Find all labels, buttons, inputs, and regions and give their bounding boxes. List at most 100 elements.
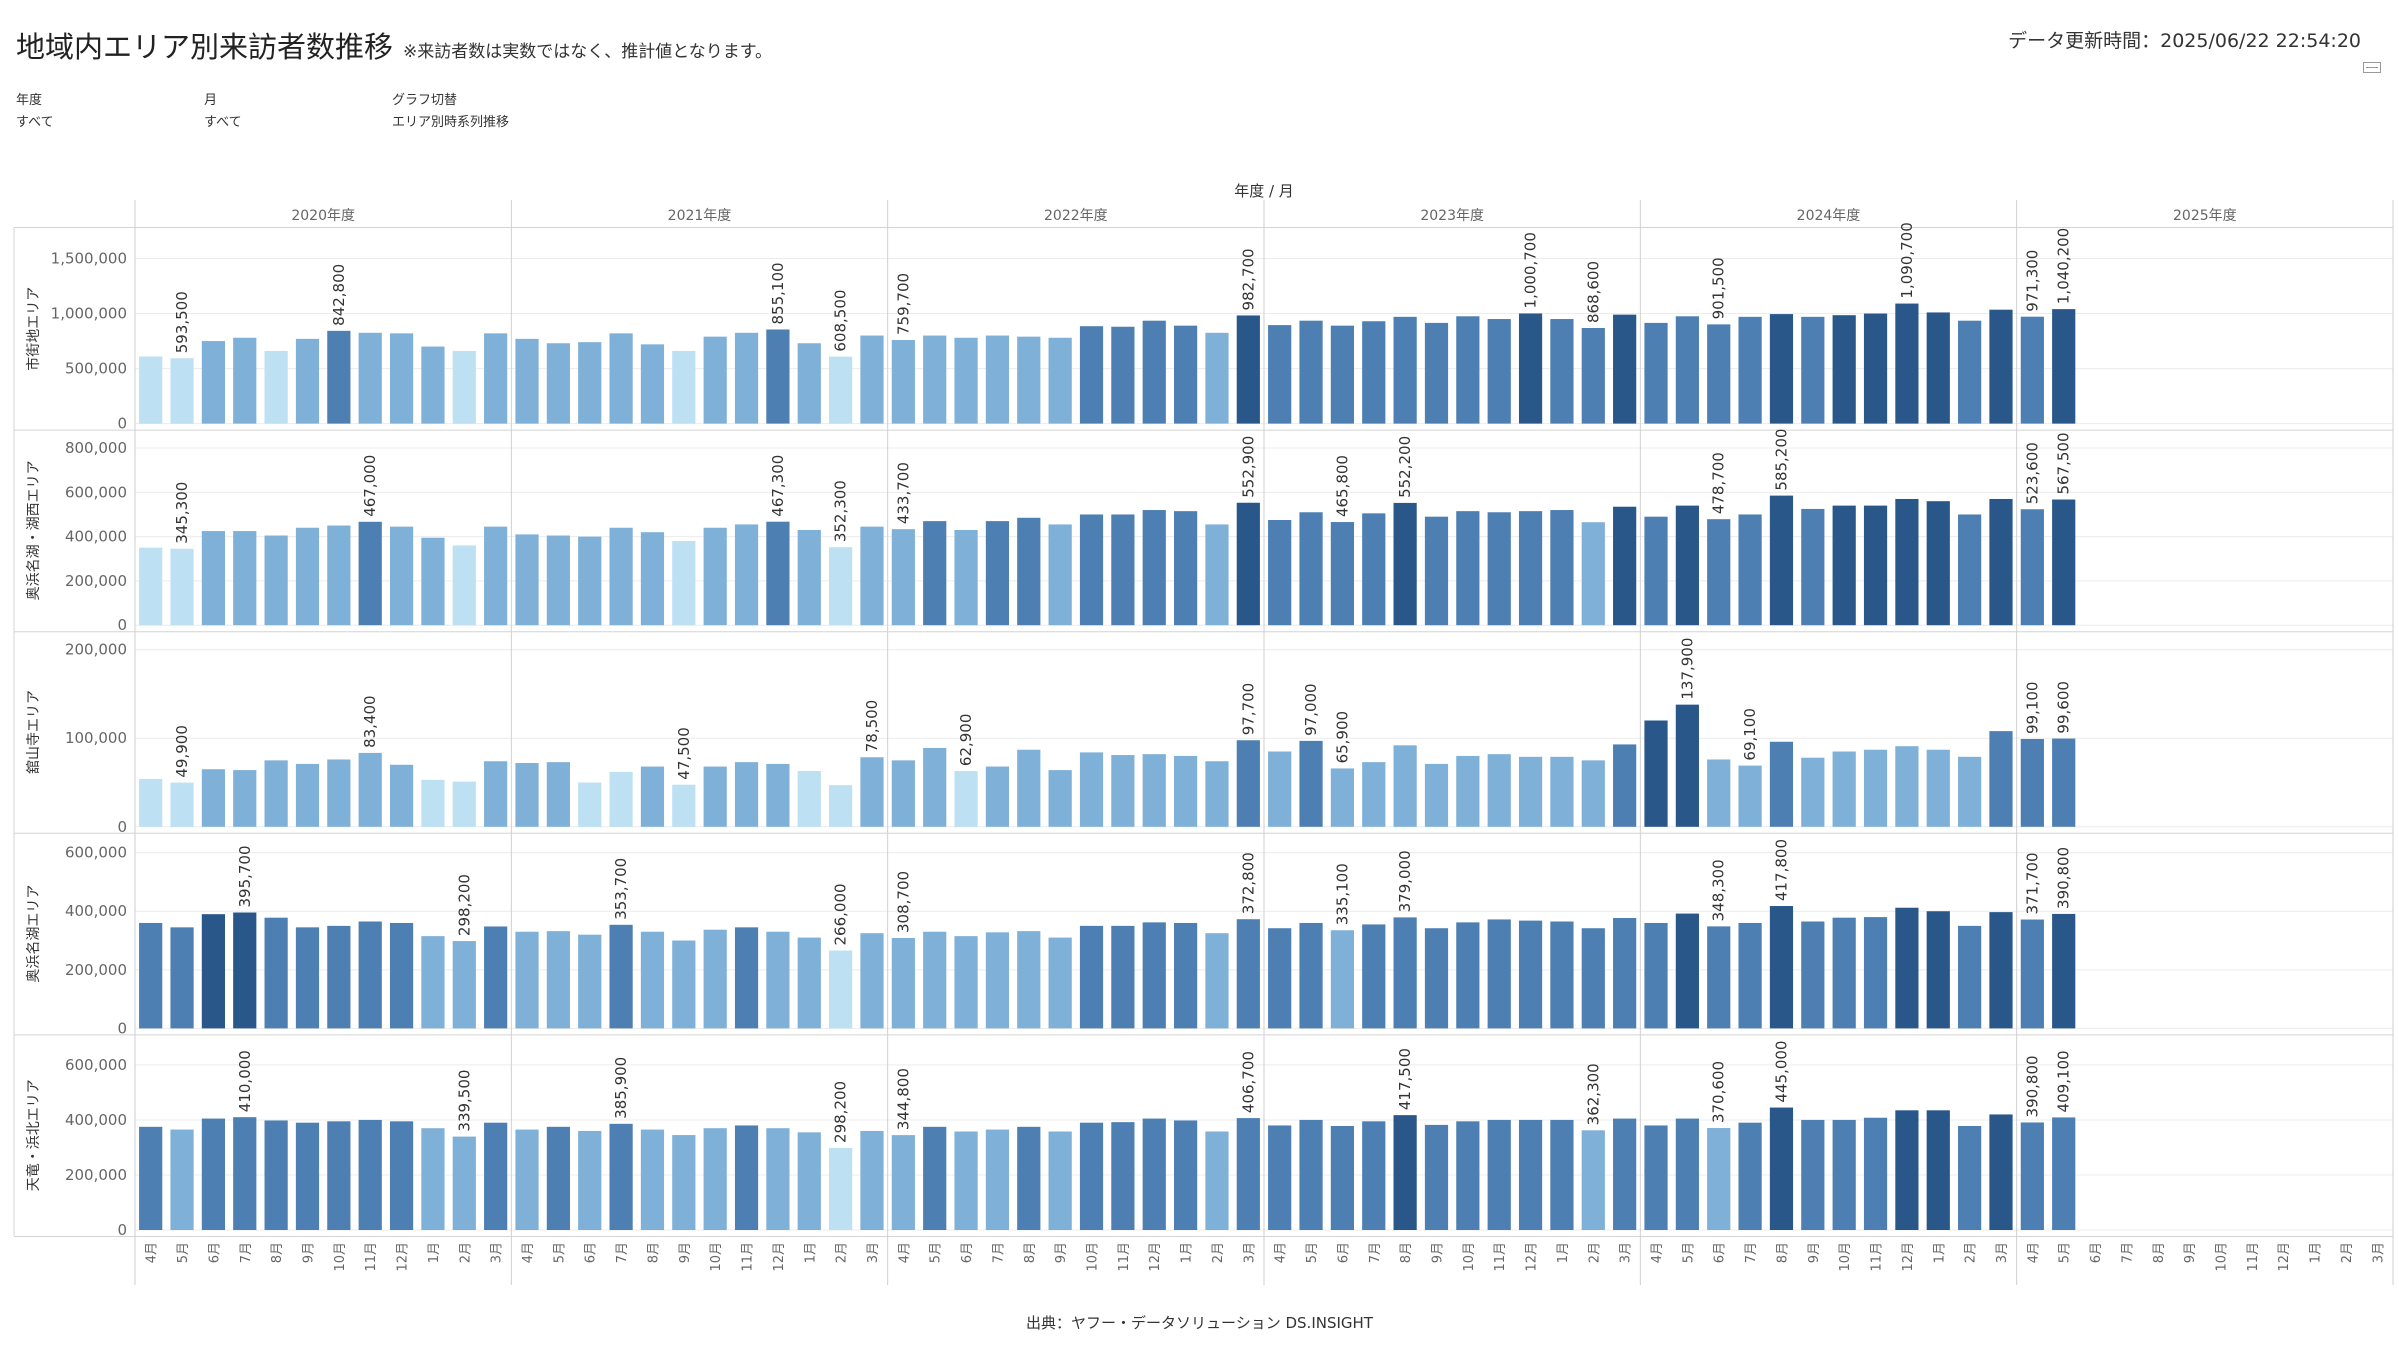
- bar: [1613, 744, 1637, 827]
- bar: [421, 936, 445, 1029]
- bar: [233, 531, 257, 626]
- bar-value-label: 353,700: [612, 858, 630, 920]
- bar: [358, 521, 382, 626]
- bar: [1832, 917, 1856, 1029]
- bar: [1456, 755, 1480, 827]
- bar: [1895, 303, 1919, 424]
- bar-value-label: 467,000: [361, 455, 379, 517]
- fiscal-year-label: 2021年度: [668, 208, 732, 224]
- bar: [703, 929, 727, 1029]
- bar: [2052, 1117, 2076, 1230]
- bar: [358, 1119, 382, 1230]
- month-tick-label: 12月: [1901, 1242, 1916, 1272]
- month-tick-label: 9月: [1054, 1242, 1069, 1263]
- data-updated-time: データ更新時間：2025/06/22 22:54:20: [2008, 30, 2361, 52]
- bar-value-label: 982,700: [1239, 248, 1257, 310]
- filter-month[interactable]: 月 すべて: [204, 90, 242, 134]
- bar: [766, 329, 790, 424]
- bar-value-label: 371,700: [2023, 852, 2041, 914]
- bar: [1017, 1126, 1041, 1230]
- filter-fiscal-year[interactable]: 年度 すべて: [16, 90, 54, 134]
- bar: [2052, 738, 2076, 827]
- bar: [1675, 505, 1699, 626]
- filter-month-label: 月: [204, 93, 218, 108]
- y-tick-label: 400,000: [65, 902, 127, 920]
- bar: [1958, 320, 1982, 424]
- bar: [578, 342, 602, 424]
- bar: [1550, 319, 1574, 424]
- bar-value-label: 97,000: [1302, 683, 1320, 736]
- month-tick-label: 11月: [741, 1242, 756, 1272]
- bar: [1048, 937, 1072, 1029]
- bar: [1111, 1122, 1135, 1230]
- menu-icon[interactable]: [2363, 62, 2381, 73]
- bar: [1017, 336, 1041, 424]
- bar: [1142, 510, 1166, 626]
- bar: [891, 339, 915, 424]
- bar: [1079, 326, 1104, 424]
- bar: [2052, 309, 2076, 424]
- bar: [1142, 320, 1166, 424]
- bar-value-label: 298,200: [455, 874, 473, 936]
- y-tick-label: 200,000: [65, 641, 127, 659]
- bar-value-label: 97,700: [1239, 683, 1257, 736]
- month-tick-label: 2月: [458, 1242, 473, 1263]
- bar: [703, 527, 727, 626]
- bar: [389, 333, 414, 424]
- bar: [264, 535, 288, 626]
- bar-value-label: 552,200: [1396, 436, 1414, 498]
- bar: [1048, 770, 1072, 827]
- bar-value-label: 78,500: [863, 700, 881, 753]
- bar-value-label: 417,800: [1772, 839, 1790, 901]
- bar: [1111, 514, 1135, 626]
- y-tick-label: 0: [117, 818, 127, 836]
- bar: [1362, 762, 1386, 827]
- bar-value-label: 344,800: [894, 1068, 912, 1130]
- bar: [1675, 704, 1699, 827]
- y-tick-label: 600,000: [65, 844, 127, 862]
- bar: [1707, 926, 1731, 1029]
- bar: [1205, 933, 1229, 1029]
- bar: [421, 346, 445, 424]
- bar: [797, 770, 821, 827]
- bar-value-label: 99,100: [2023, 682, 2041, 735]
- bar: [609, 527, 633, 626]
- bar: [358, 332, 382, 424]
- bar-value-label: 567,500: [2055, 432, 2073, 494]
- area-row-label: 奥浜名湖エリア: [25, 885, 42, 983]
- bar: [2020, 739, 2044, 827]
- bar: [1173, 511, 1198, 626]
- filter-fiscal-year-value[interactable]: すべて: [16, 115, 54, 130]
- month-tick-label: 6月: [960, 1242, 975, 1263]
- bar: [640, 532, 665, 626]
- bar: [734, 927, 759, 1029]
- bar: [1863, 1117, 1888, 1230]
- month-tick-label: 5月: [552, 1242, 567, 1263]
- bar: [1268, 928, 1292, 1029]
- bar: [1236, 740, 1260, 827]
- area-row-label: 奥浜名湖・湖西エリア: [25, 460, 42, 600]
- filter-month-value[interactable]: すべて: [204, 115, 242, 130]
- month-tick-label: 7月: [991, 1242, 1006, 1263]
- bar: [985, 1129, 1010, 1230]
- bar: [1205, 332, 1229, 424]
- month-tick-label: 11月: [364, 1242, 379, 1272]
- bar-value-label: 868,600: [1584, 261, 1602, 323]
- month-tick-label: 3月: [1995, 1242, 2010, 1263]
- bar: [295, 927, 320, 1029]
- bar: [233, 337, 257, 424]
- filter-graph-switch[interactable]: グラフ切替 エリア別時系列推移: [392, 90, 509, 134]
- bar-value-label: 345,300: [173, 482, 191, 544]
- bar: [1895, 1110, 1919, 1230]
- bar: [515, 931, 539, 1029]
- filter-graph-switch-value[interactable]: エリア別時系列推移: [392, 115, 510, 130]
- bar: [1738, 514, 1762, 626]
- month-tick-label: 10月: [1086, 1242, 1101, 1272]
- bar: [1393, 316, 1417, 424]
- bar: [1644, 322, 1668, 424]
- bar: [1079, 1122, 1104, 1230]
- bar-value-label: 406,700: [1239, 1051, 1257, 1113]
- month-tick-label: 9月: [678, 1242, 693, 1263]
- bar: [327, 925, 351, 1029]
- y-tick-label: 0: [117, 1221, 127, 1239]
